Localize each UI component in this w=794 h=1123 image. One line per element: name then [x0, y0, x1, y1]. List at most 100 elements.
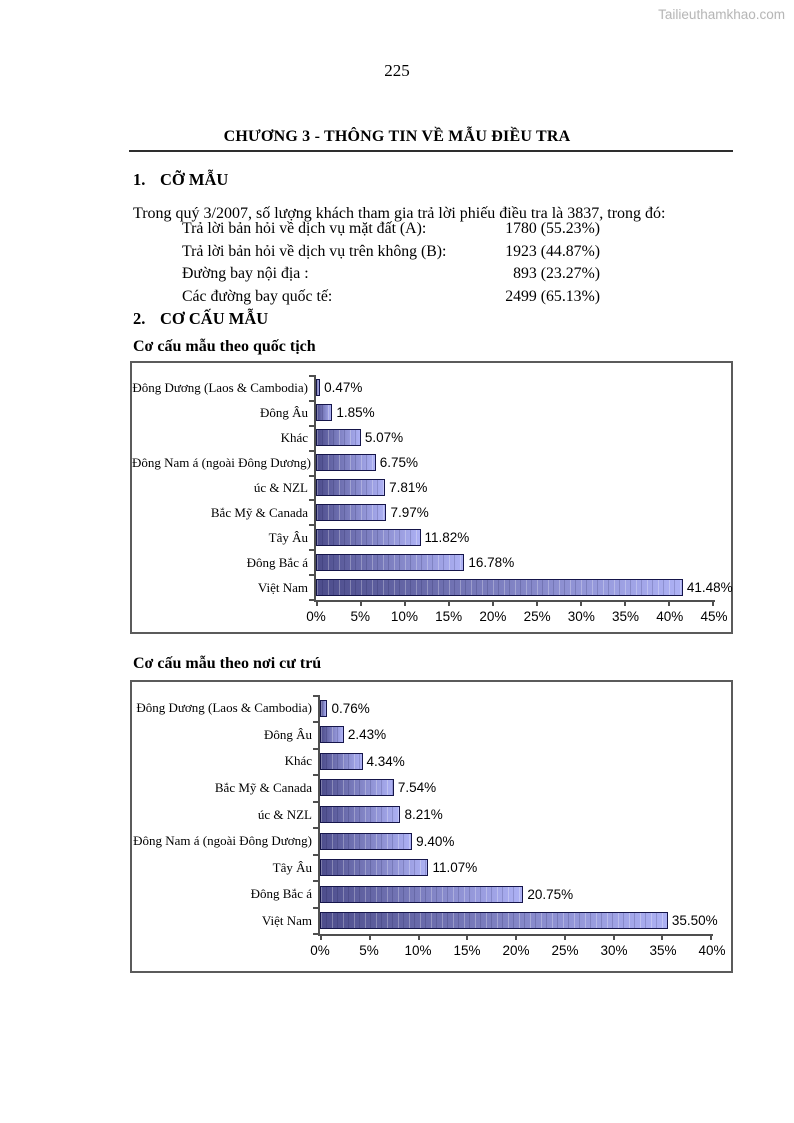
bar-area: 6.75%: [316, 454, 714, 471]
bar-area: 7.81%: [316, 479, 714, 496]
y-tick-mark: [313, 827, 318, 830]
x-axis-line: [318, 934, 713, 936]
x-tick-mark: [515, 936, 517, 940]
x-tick-mark: [668, 602, 670, 606]
bar-area: 41.48%: [316, 579, 733, 596]
y-tick-mark: [313, 695, 318, 697]
x-tick-mark: [661, 936, 664, 940]
section2-heading: 2. CƠ CẤU MẪU: [133, 309, 268, 329]
value-label: 0.76%: [331, 700, 370, 716]
stat-label: Các đường bay quốc tế:: [182, 287, 333, 305]
category-label: Tây Âu: [268, 529, 308, 545]
category-label: úc & NZL: [253, 479, 308, 495]
value-label: 0.47%: [324, 380, 363, 395]
stat-label: Trả lời bản hỏi về dịch vụ mặt đất (A):: [182, 220, 427, 237]
y-axis-line: [318, 695, 320, 934]
value-label: 6.75%: [379, 455, 418, 470]
watermark-text: Tailieuthamkhao.com: [658, 7, 785, 22]
x-tick-mark: [360, 602, 362, 606]
chart-row: Đông Nam á (ngoài Đông Dương) 9.40%: [132, 828, 712, 855]
x-axis-line: [314, 600, 715, 602]
stat-value: 1923 (44.87%): [505, 242, 600, 260]
category-label: Khác: [280, 429, 308, 445]
stat-row: Đường bay nội địa : 893 (23.27%): [182, 263, 600, 286]
chart-title-residence: Cơ cấu mẫu theo nơi cư trú: [133, 655, 322, 672]
chart-row: Đông Bắc á 20.75%: [132, 881, 712, 908]
value-label: 20.75%: [527, 886, 574, 902]
value-label: 35.50%: [671, 913, 718, 929]
section1-heading: 1. CỠ MẪU: [133, 170, 228, 190]
bar: [316, 454, 376, 471]
category-label: Bắc Mỹ & Canada: [214, 779, 312, 795]
value-label: 11.82%: [424, 530, 470, 545]
chart-row: Đông Âu 1.85%: [132, 400, 714, 425]
stat-row: Trả lời bản hỏi về dịch vụ mặt đất (A): …: [182, 218, 600, 241]
x-tick-mark: [417, 936, 420, 940]
bar-area: 2.43%: [320, 726, 712, 744]
category-label: Tây Âu: [272, 859, 312, 875]
chart-row: Tây Âu 11.82%: [132, 525, 714, 550]
section1-intro: Trong quý 3/2007, số lượng khách tham gi…: [133, 205, 666, 222]
x-tick-mark: [612, 936, 615, 940]
category-label: Việt Nam: [257, 579, 308, 595]
chart-row: Khác 4.34%: [132, 748, 712, 775]
value-label: 41.48%: [686, 580, 733, 595]
chart-row: Đông Dương (Laos & Cambodia) 0.76%: [132, 695, 712, 722]
y-tick-mark: [313, 774, 318, 777]
category-label: Việt Nam: [261, 912, 312, 928]
category-label: úc & NZL: [257, 806, 312, 822]
x-tick-mark: [536, 602, 538, 606]
y-tick-mark: [313, 853, 318, 856]
x-tick-mark: [492, 602, 494, 606]
y-tick-mark: [313, 800, 318, 803]
bar: [316, 479, 386, 496]
bar-area: 1.85%: [316, 404, 714, 421]
bar: [320, 699, 328, 717]
y-tick-mark: [313, 721, 318, 724]
chart-title-nationality: Cơ cấu mẫu theo quốc tịch: [133, 338, 316, 355]
category-label: Đông Bắc á: [250, 886, 312, 902]
stat-row: Trả lời bản hỏi về dịch vụ trên không (B…: [182, 241, 600, 264]
section2-heading-label: CƠ CẤU MẪU: [160, 309, 269, 328]
y-tick-mark: [309, 524, 314, 527]
x-tick-mark: [404, 602, 406, 606]
bar-area: 7.54%: [320, 779, 712, 797]
y-tick-mark: [309, 598, 314, 601]
category-label: Đông Nam á (ngoài Đông Dương): [133, 833, 312, 849]
bar-area: 4.34%: [320, 752, 712, 770]
value-label: 16.78%: [468, 555, 515, 570]
bar-chart-nationality: Đông Dương (Laos & Cambodia) 0.47% Đông Âu…: [130, 361, 733, 634]
bar-chart-residence: Đông Dương (Laos & Cambodia) 0.76% Đông Âu…: [130, 680, 733, 973]
title-underline: [129, 150, 733, 152]
x-tick-mark: [710, 936, 712, 940]
x-tick-mark: [316, 602, 318, 606]
x-tick-mark: [712, 602, 714, 606]
x-tick-mark: [448, 602, 450, 606]
bar: [316, 554, 465, 571]
x-axis-tick-labels: 0% 5% 10% 15% 20% 25% 30% 35% 40%: [310, 943, 726, 958]
category-label: Đông Dương (Laos & Cambodia): [136, 700, 312, 716]
y-tick-mark: [309, 375, 314, 377]
value-label: 11.07%: [432, 860, 478, 876]
section2-number: 2.: [133, 309, 146, 328]
bar: [320, 885, 524, 903]
bar-area: 0.47%: [316, 379, 714, 396]
chapter-title: CHƯƠNG 3 - THÔNG TIN VỀ MẪU ĐIỀU TRA: [223, 128, 571, 145]
y-tick-mark: [309, 549, 314, 552]
category-label: Đông Nam á (ngoài Đông Dương): [132, 454, 311, 470]
y-tick-mark: [309, 399, 314, 402]
category-label: Đông Dương (Laos & Cambodia): [132, 379, 308, 395]
chart-row: Việt Nam 41.48%: [132, 575, 733, 600]
value-label: 9.40%: [416, 833, 455, 849]
y-tick-mark: [309, 474, 314, 477]
stat-value: 2499 (65.13%): [505, 287, 600, 305]
bar-area: 9.40%: [320, 832, 712, 850]
chart-row: Bắc Mỹ & Canada 7.54%: [132, 775, 712, 802]
bar: [316, 379, 321, 396]
chart-row: Đông Nam á (ngoài Đông Dương) 6.75%: [132, 450, 714, 475]
chart-row: úc & NZL 8.21%: [132, 801, 712, 828]
bar-area: 11.82%: [316, 529, 714, 546]
x-axis-tick-marks: [316, 602, 714, 606]
value-label: 7.81%: [389, 480, 428, 495]
y-axis-tick-marks: [313, 695, 318, 935]
